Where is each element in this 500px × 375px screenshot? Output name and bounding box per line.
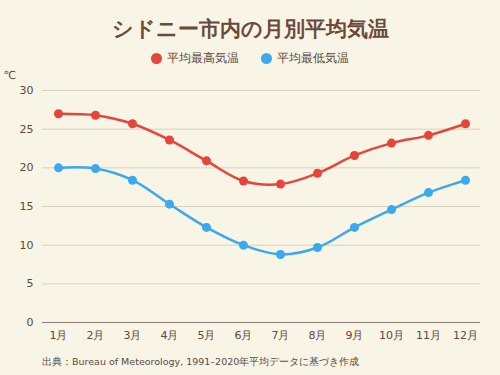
- svg-text:4月: 4月: [161, 329, 179, 342]
- svg-text:12月: 12月: [453, 329, 478, 342]
- svg-text:0: 0: [27, 316, 34, 329]
- svg-text:11月: 11月: [416, 329, 441, 342]
- svg-text:5月: 5月: [198, 329, 216, 342]
- svg-text:20: 20: [20, 161, 34, 174]
- svg-text:9月: 9月: [346, 329, 364, 342]
- svg-text:10月: 10月: [379, 329, 404, 342]
- html-text:平均最高気温: 平均最高気温: [167, 50, 239, 65]
- svg-text:7月: 7月: [272, 329, 290, 342]
- svg-text:1月: 1月: [50, 329, 68, 342]
- svg-text:25: 25: [20, 123, 34, 136]
- svg-text:5: 5: [27, 277, 34, 290]
- html-text:出典：Bureau of Meteorology, 1991: 出典：Bureau of Meteorology, 1991–2020年平均デー…: [42, 356, 360, 367]
- html-text:平均最低気温: 平均最低気温: [277, 50, 349, 65]
- svg-text:6月: 6月: [235, 329, 253, 342]
- svg-text:15: 15: [20, 200, 34, 213]
- svg-text:2月: 2月: [87, 329, 105, 342]
- svg-text:℃: ℃: [4, 69, 16, 82]
- svg-text:10: 10: [20, 239, 34, 252]
- svg-text:3月: 3月: [124, 329, 142, 342]
- svg-text:8月: 8月: [309, 329, 327, 342]
- svg-text:30: 30: [20, 84, 34, 97]
- html-text:シドニー市内の月別平均気温: シドニー市内の月別平均気温: [111, 17, 389, 41]
